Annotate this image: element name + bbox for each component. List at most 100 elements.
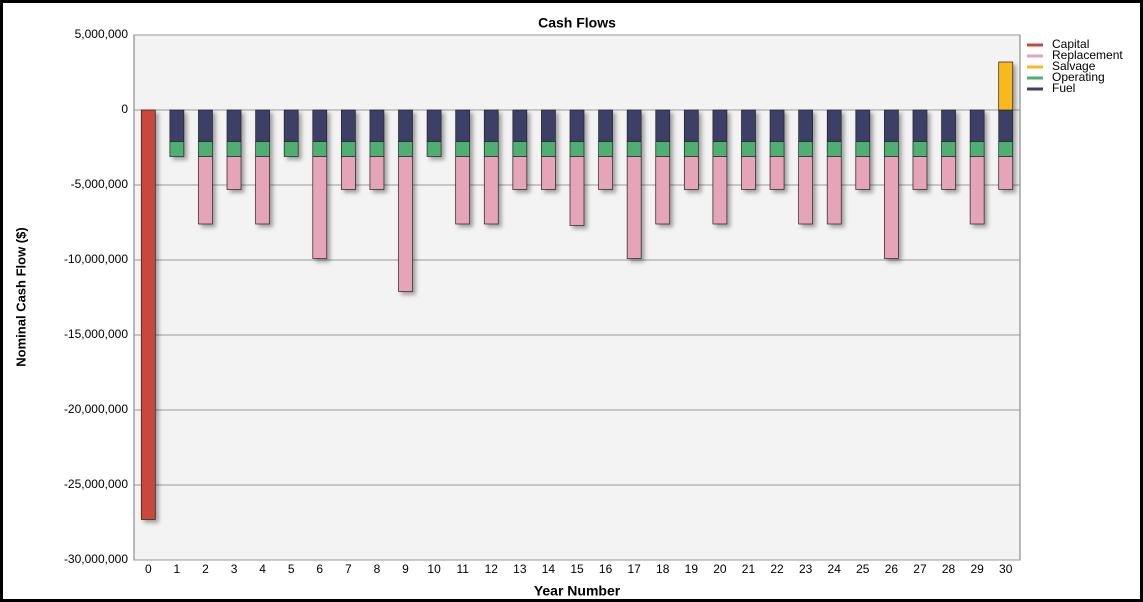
bar-segment <box>483 141 499 157</box>
legend-swatch <box>1027 54 1043 58</box>
x-tick-label: 19 <box>685 562 699 576</box>
y-tick-label: -25,000,000 <box>64 477 128 491</box>
x-tick-label: 2 <box>202 562 209 576</box>
x-tick-label: 24 <box>828 562 842 576</box>
x-tick-label: 8 <box>374 562 381 576</box>
bar-segment <box>712 141 728 157</box>
bar-segment <box>283 141 299 157</box>
bar-segment <box>884 141 899 157</box>
y-tick-label: -5,000,000 <box>71 177 129 191</box>
bar-segment <box>969 109 985 142</box>
x-tick-label: 12 <box>485 562 499 576</box>
bar-segment <box>969 141 985 157</box>
x-tick-label: 1 <box>174 562 181 576</box>
bar-segment <box>798 156 813 225</box>
bar-segment <box>855 141 871 157</box>
y-tick-label: -10,000,000 <box>64 252 128 266</box>
x-tick-label: 30 <box>999 562 1013 576</box>
y-tick-label: -20,000,000 <box>64 402 128 416</box>
bar-segment <box>455 156 471 225</box>
bar-segment <box>198 156 213 225</box>
legend-label: Salvage <box>1052 59 1096 73</box>
bar-segment <box>369 141 385 157</box>
bar-segment <box>369 109 385 142</box>
x-tick-label: 28 <box>942 562 956 576</box>
bar-segment <box>998 109 1014 142</box>
bar-segment <box>512 109 528 142</box>
bar-segment <box>255 109 270 142</box>
x-tick-label: 27 <box>913 562 927 576</box>
x-tick-label: 17 <box>627 562 641 576</box>
bar-segment <box>826 141 842 157</box>
bar-segment <box>855 156 871 190</box>
bar-segment <box>798 141 813 157</box>
y-axis-label: Nominal Cash Flow ($) <box>13 227 28 366</box>
bar-segment <box>198 109 213 142</box>
bar-segment <box>341 141 356 157</box>
bar-segment <box>398 156 413 292</box>
bar-segment <box>855 109 871 142</box>
bar-segment <box>255 156 270 225</box>
x-tick-label: 18 <box>656 562 670 576</box>
bar-segment <box>626 141 642 157</box>
bar-segment <box>941 109 956 142</box>
bar-segment <box>569 141 585 157</box>
bar-segment <box>683 109 699 142</box>
bar-segment <box>483 109 499 142</box>
bar-segment <box>998 156 1014 190</box>
bar-segment <box>569 109 585 142</box>
bar-segment <box>312 141 328 157</box>
x-tick-label: 7 <box>345 562 352 576</box>
x-tick-label: 4 <box>259 562 266 576</box>
bar-segment <box>626 109 642 142</box>
bar-segment <box>312 156 328 259</box>
bar-segment <box>598 109 613 142</box>
x-tick-label: 29 <box>970 562 984 576</box>
bar-segment <box>626 156 642 259</box>
bar-segment <box>369 156 385 190</box>
bar-segment <box>998 61 1014 111</box>
bar-segment <box>655 156 671 225</box>
legend-swatch <box>1027 65 1043 69</box>
bar-segment <box>226 156 242 190</box>
x-tick-label: 14 <box>542 562 556 576</box>
bar-segment <box>741 156 756 190</box>
bar-segment <box>512 156 528 190</box>
bar-segment <box>912 109 928 142</box>
x-tick-label: 23 <box>799 562 813 576</box>
bar-segment <box>541 109 556 142</box>
bar-segment <box>912 156 928 190</box>
bar-segment <box>941 156 956 190</box>
bar-segment <box>169 109 185 142</box>
bar-segment <box>541 141 556 157</box>
x-tick-label: 5 <box>288 562 295 576</box>
bar-segment <box>826 109 842 142</box>
bar-segment <box>741 109 756 142</box>
x-tick-label: 13 <box>513 562 527 576</box>
bar-segment <box>683 156 699 190</box>
bar-segment <box>884 156 899 259</box>
legend-label: Fuel <box>1052 81 1075 95</box>
bar-segment <box>312 109 328 142</box>
bar-segment <box>884 109 899 142</box>
x-tick-label: 11 <box>456 562 469 576</box>
bar-segment <box>798 109 813 142</box>
y-tick-label: -30,000,000 <box>64 552 128 566</box>
x-tick-label: 6 <box>316 562 323 576</box>
bar-segment <box>455 141 471 157</box>
x-tick-label: 15 <box>570 562 584 576</box>
bar-segment <box>198 141 213 157</box>
bar-segment <box>341 109 356 142</box>
bar-segment <box>712 156 728 225</box>
legend-label: Operating <box>1052 70 1105 84</box>
chart-title: Cash Flows <box>538 15 616 31</box>
bar-segment <box>655 141 671 157</box>
bar-segment <box>655 109 671 142</box>
x-tick-label: 26 <box>885 562 899 576</box>
bar-segment <box>941 141 956 157</box>
legend-swatch <box>1027 76 1043 80</box>
bar-segment <box>769 109 785 142</box>
y-tick-label: -15,000,000 <box>64 327 128 341</box>
x-tick-label: 20 <box>713 562 727 576</box>
